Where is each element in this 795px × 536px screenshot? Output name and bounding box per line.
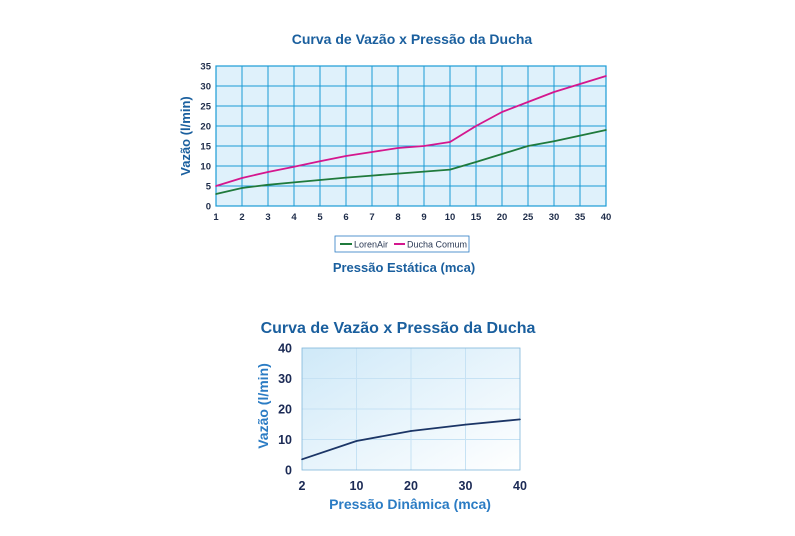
data-point-ducha-comum bbox=[241, 177, 243, 179]
y-tick-label: 0 bbox=[285, 463, 292, 477]
chart-1-x-ticks: 1 2 3 4 5 6 7 8 9 10 15 20 25 30 35 40 bbox=[213, 212, 611, 223]
y-tick-label: 40 bbox=[278, 341, 292, 355]
series-line-lorenair bbox=[215, 129, 607, 195]
data-point-lorenair bbox=[241, 187, 243, 189]
x-tick-label: 15 bbox=[471, 212, 482, 223]
x-tick-label: 10 bbox=[445, 212, 456, 223]
x-tick-label: 20 bbox=[404, 479, 418, 493]
chart-1-plot-area bbox=[216, 66, 606, 206]
y-tick-label: 30 bbox=[200, 81, 211, 92]
data-point-ducha-comum bbox=[501, 111, 503, 113]
x-tick-label: 8 bbox=[395, 212, 400, 223]
series-line-ducha-comum bbox=[215, 75, 607, 187]
x-tick-label: 25 bbox=[523, 212, 534, 223]
chart-1-grid bbox=[216, 66, 606, 206]
data-point-ducha-comum bbox=[579, 83, 581, 85]
x-tick-label: 2 bbox=[239, 212, 244, 223]
x-tick-label: 30 bbox=[459, 479, 473, 493]
x-tick-label: 7 bbox=[369, 212, 374, 223]
chart-1-x-axis-label: Pressão Estática (mca) bbox=[333, 260, 475, 275]
legend-label-lorenair: LorenAir bbox=[354, 240, 388, 250]
chart-2-plot-border bbox=[301, 347, 521, 471]
chart-2-series bbox=[301, 418, 521, 461]
y-tick-label: 5 bbox=[206, 181, 212, 192]
y-tick-label: 10 bbox=[200, 161, 211, 172]
data-point-lorenair bbox=[319, 179, 321, 181]
data-point-ducha-comum bbox=[423, 145, 425, 147]
chart-2: Curva de Vazão x Pressão da Ducha 0 10 20 3… bbox=[255, 320, 535, 512]
chart-1-y-axis-label: Vazão (l/min) bbox=[178, 96, 193, 175]
chart-2-title: Curva de Vazão x Pressão da Ducha bbox=[261, 320, 536, 337]
y-tick-label: 20 bbox=[278, 402, 292, 416]
y-tick-label: 15 bbox=[200, 141, 211, 152]
x-tick-label: 35 bbox=[575, 212, 586, 223]
chart-1-plot-border bbox=[215, 65, 607, 207]
x-tick-label: 40 bbox=[513, 479, 527, 493]
chart-2-x-ticks: 2 10 20 30 40 bbox=[299, 479, 527, 493]
data-point-lorenair bbox=[423, 170, 425, 173]
data-point-series bbox=[410, 430, 412, 432]
x-tick-label: 30 bbox=[549, 212, 560, 223]
chart-2-grid bbox=[302, 348, 520, 470]
data-point-lorenair bbox=[501, 153, 503, 155]
y-tick-label: 25 bbox=[200, 101, 211, 112]
data-point-lorenair bbox=[475, 161, 477, 163]
data-point-series bbox=[519, 418, 521, 421]
data-point-series bbox=[355, 440, 358, 442]
data-point-lorenair bbox=[345, 176, 347, 179]
data-point-ducha-comum bbox=[527, 101, 529, 103]
data-point-lorenair bbox=[293, 181, 295, 184]
chart-1-legend: LorenAir Ducha Comum bbox=[334, 235, 470, 253]
data-point-lorenair bbox=[267, 184, 269, 186]
x-tick-label: 20 bbox=[497, 212, 508, 223]
chart-1-y-ticks: 0 5 10 15 20 25 30 35 bbox=[200, 61, 211, 212]
data-point-lorenair bbox=[215, 193, 217, 195]
x-tick-label: 5 bbox=[317, 212, 323, 223]
data-point-lorenair bbox=[397, 172, 399, 175]
data-point-ducha-comum bbox=[553, 91, 555, 93]
chart-2-x-axis-label: Pressão Dinâmica (mca) bbox=[329, 496, 491, 512]
x-tick-label: 4 bbox=[291, 212, 297, 223]
chart-1: Curva de Vazão x Pressão da Ducha 051015… bbox=[178, 31, 611, 275]
data-point-lorenair bbox=[605, 129, 607, 131]
data-point-lorenair bbox=[579, 134, 581, 137]
x-tick-label: 9 bbox=[421, 212, 426, 223]
data-point-ducha-comum bbox=[397, 147, 399, 149]
data-point-series bbox=[301, 458, 303, 461]
x-tick-label: 1 bbox=[213, 212, 219, 223]
data-point-ducha-comum bbox=[293, 166, 295, 168]
legend-label-ducha-comum: Ducha Comum bbox=[407, 240, 467, 250]
x-tick-label: 2 bbox=[299, 479, 306, 493]
data-point-lorenair bbox=[449, 168, 451, 171]
y-tick-label: 35 bbox=[200, 61, 211, 72]
chart-2-y-axis-label: Vazão (l/min) bbox=[255, 363, 271, 449]
data-point-ducha-comum bbox=[475, 125, 477, 127]
x-tick-label: 6 bbox=[343, 212, 348, 223]
chart-1-title: Curva de Vazão x Pressão da Ducha bbox=[292, 31, 533, 47]
data-point-lorenair bbox=[371, 174, 373, 177]
data-point-lorenair bbox=[553, 140, 555, 142]
y-tick-label: 10 bbox=[278, 433, 292, 447]
x-tick-label: 3 bbox=[265, 212, 270, 223]
data-point-ducha-comum bbox=[267, 171, 269, 173]
data-point-ducha-comum bbox=[345, 155, 347, 157]
x-tick-label: 10 bbox=[350, 479, 364, 493]
y-tick-label: 20 bbox=[200, 121, 211, 132]
y-tick-label: 0 bbox=[206, 201, 211, 212]
y-tick-label: 30 bbox=[278, 372, 292, 386]
chart-2-y-ticks: 0 10 20 30 40 bbox=[278, 341, 292, 477]
data-point-ducha-comum bbox=[215, 185, 217, 187]
data-point-ducha-comum bbox=[449, 141, 451, 143]
chart-1-series bbox=[215, 75, 607, 195]
data-point-ducha-comum bbox=[371, 151, 373, 153]
data-point-ducha-comum bbox=[319, 160, 321, 162]
data-point-series bbox=[464, 423, 467, 426]
data-point-lorenair bbox=[527, 145, 529, 147]
data-point-ducha-comum bbox=[605, 75, 607, 77]
x-tick-label: 40 bbox=[601, 212, 612, 223]
